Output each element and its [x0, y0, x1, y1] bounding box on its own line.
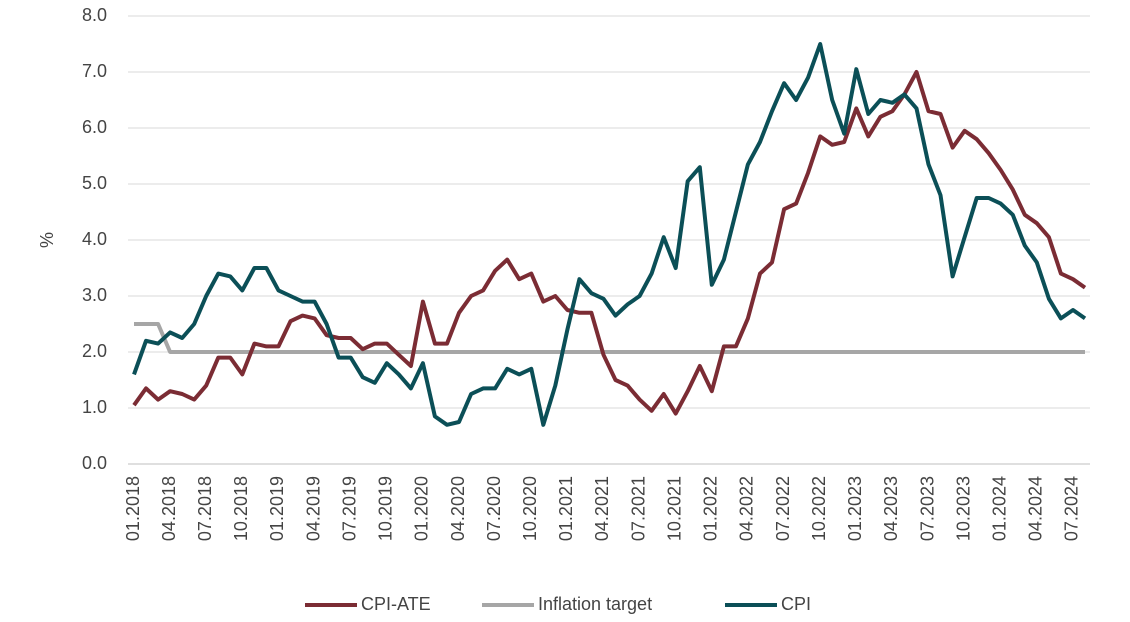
y-tick-label: 0.0: [82, 453, 107, 473]
x-tick-label: 07.2021: [628, 476, 648, 541]
legend-label: Inflation target: [538, 594, 652, 614]
x-tick-label: 07.2024: [1062, 476, 1082, 541]
y-tick-label: 6.0: [82, 117, 107, 137]
x-tick-label: 10.2021: [664, 476, 684, 541]
legend-label: CPI-ATE: [361, 594, 431, 614]
x-tick-label: 01.2024: [989, 476, 1009, 541]
x-tick-label: 04.2023: [881, 476, 901, 541]
x-tick-label: 10.2019: [376, 476, 396, 541]
series-line: [132, 70, 1087, 416]
x-tick-label: 01.2018: [123, 476, 143, 541]
x-tick-label: 04.2022: [737, 476, 757, 541]
y-tick-label: 2.0: [82, 341, 107, 361]
x-tick-label: 10.2023: [953, 476, 973, 541]
x-tick-label: 01.2020: [412, 476, 432, 541]
legend-label: CPI: [781, 594, 811, 614]
y-axis-label: %: [37, 232, 57, 248]
x-tick-label: 04.2021: [592, 476, 612, 541]
x-tick-label: 04.2020: [448, 476, 468, 541]
y-tick-label: 5.0: [82, 173, 107, 193]
x-tick-label: 01.2021: [556, 476, 576, 541]
x-tick-label: 04.2024: [1026, 476, 1046, 541]
x-tick-label: 07.2022: [773, 476, 793, 541]
x-tick-label: 10.2022: [809, 476, 829, 541]
series-line: [132, 42, 1087, 427]
x-tick-label: 10.2020: [520, 476, 540, 541]
x-tick-label: 04.2018: [159, 476, 179, 541]
x-tick-label: 01.2019: [267, 476, 287, 541]
x-tick-label: 07.2023: [917, 476, 937, 541]
series-line: [134, 322, 1085, 354]
x-tick-label: 07.2020: [484, 476, 504, 541]
y-tick-label: 7.0: [82, 61, 107, 81]
y-tick-label: 3.0: [82, 285, 107, 305]
y-tick-label: 8.0: [82, 5, 107, 25]
x-tick-label: 07.2019: [339, 476, 359, 541]
x-tick-label: 04.2019: [303, 476, 323, 541]
x-tick-label: 01.2022: [701, 476, 721, 541]
x-tick-label: 07.2018: [195, 476, 215, 541]
y-tick-label: 4.0: [82, 229, 107, 249]
x-tick-label: 10.2018: [231, 476, 251, 541]
x-tick-label: 01.2023: [845, 476, 865, 541]
y-tick-label: 1.0: [82, 397, 107, 417]
